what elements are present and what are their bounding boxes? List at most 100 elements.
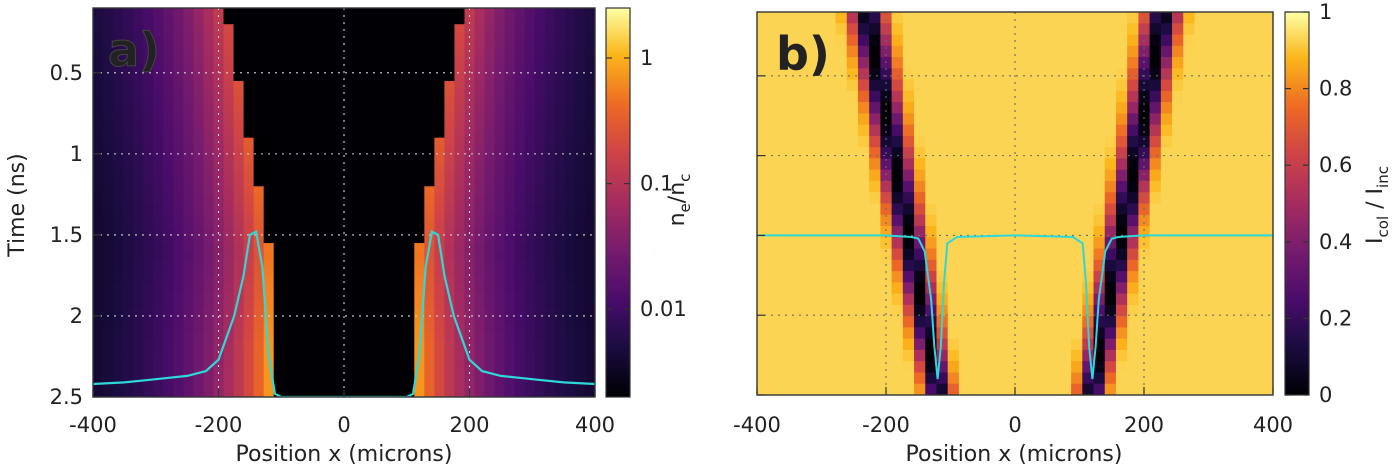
heatmap-cell bbox=[504, 356, 516, 366]
heatmap-cell bbox=[394, 234, 405, 244]
colorbar-tick-label: 0.6 bbox=[1319, 153, 1352, 177]
heatmap-cell bbox=[113, 356, 124, 366]
heatmap-cell bbox=[273, 186, 285, 195]
heatmap-cell bbox=[424, 40, 435, 50]
heatmap-cell bbox=[203, 218, 215, 228]
heatmap-cell bbox=[434, 72, 445, 82]
heatmap-cell bbox=[283, 210, 295, 220]
heatmap-cell bbox=[434, 161, 445, 171]
heatmap-cell bbox=[1261, 338, 1273, 351]
heatmap-cell bbox=[992, 102, 1005, 114]
heatmap-cell bbox=[1003, 248, 1016, 261]
heatmap-cell bbox=[434, 129, 445, 139]
line-a bbox=[93, 230, 595, 397]
heatmap-cell bbox=[203, 267, 215, 277]
heatmap-cell bbox=[790, 248, 803, 261]
heatmap-cell bbox=[203, 186, 215, 195]
heatmap-cell bbox=[333, 388, 345, 397]
heatmap-cell bbox=[143, 315, 154, 325]
heatmap-cell bbox=[1172, 383, 1184, 395]
heatmap-cell bbox=[444, 348, 456, 358]
heatmap-cell bbox=[891, 68, 904, 81]
heatmap-cell bbox=[1059, 169, 1072, 182]
heatmap-cell bbox=[1216, 180, 1229, 193]
heatmap-cell bbox=[494, 178, 506, 187]
heatmap-cell bbox=[293, 324, 305, 333]
heatmap-cell bbox=[123, 48, 134, 58]
heatmap-cell bbox=[213, 307, 225, 317]
heatmap-cell bbox=[992, 180, 1005, 193]
heatmap-cell bbox=[93, 234, 104, 244]
heatmap-cell bbox=[584, 307, 595, 317]
heatmap-cell bbox=[424, 307, 435, 317]
heatmap-cell bbox=[344, 356, 355, 366]
heatmap-cell bbox=[293, 299, 305, 309]
heatmap-cell bbox=[1082, 226, 1095, 238]
heatmap-cell bbox=[790, 237, 803, 250]
heatmap-cell bbox=[1239, 135, 1252, 148]
heatmap-cell bbox=[1239, 271, 1252, 283]
heatmap-cell bbox=[143, 97, 154, 106]
heatmap-cell bbox=[584, 340, 595, 349]
heatmap-cell bbox=[936, 349, 949, 362]
heatmap-cell bbox=[534, 291, 546, 301]
heatmap-cell bbox=[223, 32, 235, 42]
heatmap-cell bbox=[344, 226, 355, 236]
heatmap-cell bbox=[544, 145, 556, 155]
heatmap-cell bbox=[1216, 372, 1229, 385]
heatmap-cell bbox=[283, 267, 295, 277]
heatmap-cell bbox=[1093, 192, 1106, 205]
heatmap-cell bbox=[484, 299, 496, 309]
heatmap-cell bbox=[404, 145, 415, 155]
heatmap-cell bbox=[193, 348, 205, 358]
heatmap-cell bbox=[1183, 23, 1196, 36]
heatmap-cell bbox=[891, 45, 904, 58]
heatmap-cell bbox=[303, 137, 315, 147]
heatmap-cell bbox=[1138, 327, 1151, 340]
heatmap-cell bbox=[143, 16, 154, 25]
heatmap-cell bbox=[414, 234, 425, 244]
heatmap-cell bbox=[1183, 169, 1196, 182]
heatmap-cell bbox=[273, 97, 285, 106]
heatmap-cell bbox=[992, 304, 1005, 317]
heatmap-cell bbox=[404, 194, 415, 204]
heatmap-cell bbox=[1172, 349, 1184, 362]
heatmap-cell bbox=[1093, 180, 1106, 193]
heatmap-cell bbox=[394, 80, 405, 90]
heatmap-cell bbox=[524, 218, 536, 228]
heatmap-cell bbox=[354, 364, 365, 374]
heatmap-cell bbox=[524, 97, 536, 106]
heatmap-cell bbox=[173, 315, 184, 325]
heatmap-cell bbox=[474, 234, 486, 244]
heatmap-cell bbox=[93, 218, 104, 228]
heatmap-cell bbox=[958, 135, 971, 148]
heatmap-cell bbox=[891, 102, 904, 114]
heatmap-cell bbox=[394, 48, 405, 58]
heatmap-cell bbox=[1127, 226, 1139, 238]
heatmap-cell bbox=[504, 307, 516, 317]
heatmap-cell bbox=[1160, 349, 1173, 362]
heatmap-cell bbox=[1093, 23, 1106, 36]
heatmap-cell bbox=[835, 248, 848, 261]
heatmap-cell bbox=[123, 324, 134, 333]
heatmap-cell bbox=[233, 32, 245, 42]
heatmap-cell bbox=[584, 64, 595, 74]
heatmap-cell bbox=[374, 332, 385, 341]
heatmap-cell bbox=[936, 214, 949, 227]
heatmap-cell bbox=[846, 12, 859, 24]
heatmap-cell bbox=[293, 210, 305, 220]
heatmap-cell bbox=[313, 97, 325, 106]
heatmap-cell bbox=[203, 324, 215, 333]
heatmap-cell bbox=[801, 214, 814, 227]
heatmap-cell bbox=[779, 124, 792, 137]
heatmap-cell bbox=[824, 124, 837, 137]
heatmap-cell bbox=[354, 145, 365, 155]
heatmap-cell bbox=[424, 72, 435, 82]
heatmap-cell bbox=[464, 202, 476, 212]
heatmap-cell bbox=[424, 178, 435, 187]
heatmap-cell bbox=[253, 121, 265, 131]
heatmap-cell bbox=[1026, 135, 1039, 148]
heatmap-cell bbox=[163, 105, 174, 114]
heatmap-cell bbox=[1059, 316, 1072, 329]
heatmap-cell bbox=[213, 324, 225, 333]
